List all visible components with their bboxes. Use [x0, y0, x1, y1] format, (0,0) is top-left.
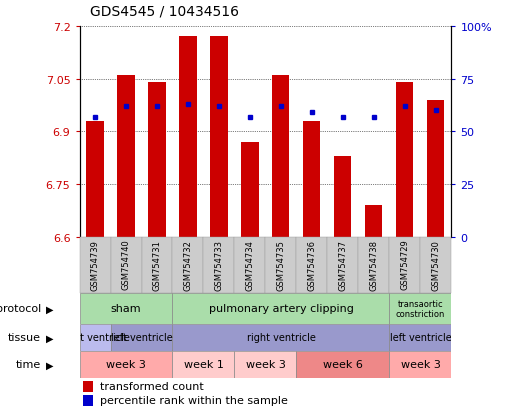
- Text: right ventricle: right ventricle: [61, 332, 129, 343]
- Bar: [327, 237, 359, 293]
- Text: percentile rank within the sample: percentile rank within the sample: [100, 395, 288, 405]
- Bar: [172, 293, 389, 324]
- Bar: [180, 38, 196, 237]
- Bar: [172, 324, 389, 351]
- Bar: [80, 324, 110, 351]
- Text: week 3: week 3: [401, 359, 440, 370]
- Bar: [80, 293, 172, 324]
- Bar: [297, 237, 327, 293]
- Text: transformed count: transformed count: [100, 381, 204, 391]
- Bar: [234, 351, 297, 378]
- Text: tissue: tissue: [8, 332, 41, 343]
- Text: GSM754731: GSM754731: [152, 239, 162, 290]
- Text: protocol: protocol: [0, 304, 41, 314]
- Text: GSM754739: GSM754739: [90, 239, 100, 290]
- Bar: [334, 157, 351, 237]
- Text: ▶: ▶: [46, 332, 54, 343]
- Bar: [304, 122, 321, 237]
- Bar: [110, 324, 172, 351]
- Bar: [204, 237, 234, 293]
- Text: GSM754740: GSM754740: [122, 239, 130, 290]
- Text: GSM754737: GSM754737: [339, 239, 347, 290]
- Text: ▶: ▶: [46, 304, 54, 314]
- Bar: [210, 38, 227, 237]
- Bar: [110, 237, 142, 293]
- Bar: [359, 237, 389, 293]
- Bar: [365, 206, 383, 237]
- Bar: [265, 237, 297, 293]
- Text: ▶: ▶: [46, 359, 54, 370]
- Text: right ventricle: right ventricle: [247, 332, 315, 343]
- Text: GSM754734: GSM754734: [246, 239, 254, 290]
- Bar: [272, 76, 289, 237]
- Text: week 3: week 3: [106, 359, 146, 370]
- Bar: [389, 237, 421, 293]
- Bar: [148, 83, 166, 237]
- Bar: [172, 237, 204, 293]
- Text: GSM754738: GSM754738: [369, 239, 379, 290]
- Text: GSM754730: GSM754730: [431, 239, 441, 290]
- Text: week 6: week 6: [323, 359, 363, 370]
- Bar: [234, 237, 265, 293]
- Text: transaortic
constriction: transaortic constriction: [396, 299, 445, 318]
- Bar: [87, 122, 104, 237]
- Bar: [172, 351, 234, 378]
- Bar: [83, 381, 92, 392]
- Text: time: time: [16, 359, 41, 370]
- Text: GSM754732: GSM754732: [184, 239, 192, 290]
- Bar: [397, 83, 413, 237]
- Text: left ventricle: left ventricle: [389, 332, 451, 343]
- Text: week 1: week 1: [184, 359, 224, 370]
- Bar: [117, 76, 134, 237]
- Text: GSM754735: GSM754735: [277, 239, 285, 290]
- Bar: [389, 351, 451, 378]
- Bar: [80, 237, 110, 293]
- Text: left ventricle: left ventricle: [111, 332, 172, 343]
- Text: GSM754736: GSM754736: [307, 239, 317, 290]
- Bar: [242, 143, 259, 237]
- Bar: [297, 351, 389, 378]
- Bar: [83, 395, 92, 406]
- Text: GDS4545 / 10434516: GDS4545 / 10434516: [90, 5, 239, 19]
- Text: GSM754733: GSM754733: [214, 239, 224, 290]
- Text: pulmonary artery clipping: pulmonary artery clipping: [209, 304, 353, 314]
- Bar: [389, 324, 451, 351]
- Bar: [427, 101, 444, 237]
- Text: week 3: week 3: [246, 359, 285, 370]
- Bar: [80, 351, 172, 378]
- Text: GSM754729: GSM754729: [401, 239, 409, 290]
- Text: sham: sham: [111, 304, 141, 314]
- Bar: [142, 237, 172, 293]
- Bar: [421, 237, 451, 293]
- Bar: [389, 293, 451, 324]
